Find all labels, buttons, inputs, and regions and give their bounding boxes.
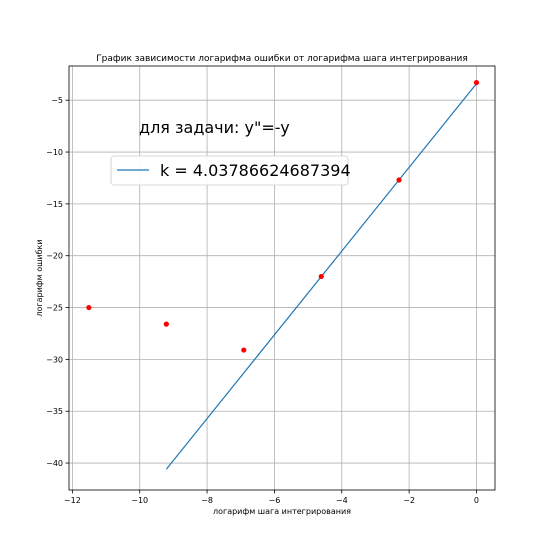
y-tick-label: −10 [46, 148, 63, 157]
data-point [163, 321, 169, 327]
plot-frame [68, 65, 496, 491]
y-axis-label: логарифм ошибки [35, 239, 44, 316]
y-tick-label: −5 [51, 96, 63, 105]
y-tick-label: −30 [46, 355, 63, 364]
chart-title: График зависимости логарифма ошибки от л… [96, 54, 468, 64]
x-tick-label: −4 [336, 496, 348, 505]
x-tick-label: −6 [269, 496, 281, 505]
x-tick-label: −12 [64, 496, 81, 505]
x-tick-label: −8 [201, 496, 213, 505]
x-tick-label: 0 [474, 496, 479, 505]
y-tick-label: −35 [46, 407, 63, 416]
x-axis-label: логарифм шага интегрирования [213, 507, 351, 516]
data-point [241, 347, 247, 353]
x-axis-ticks: −12 −10 −8 −6 −4 −2 0 [64, 490, 479, 505]
y-tick-label: −15 [46, 200, 63, 209]
task-annotation: для задачи: y"=-y [139, 118, 290, 137]
y-tick-label: −20 [46, 252, 63, 261]
data-point [473, 79, 480, 86]
legend-box [110, 155, 349, 186]
data-point [396, 177, 402, 183]
y-tick-label: −40 [46, 459, 63, 468]
legend: k = 4.03786624687394 [110, 155, 351, 186]
y-tick-label: −25 [46, 304, 63, 313]
x-tick-label: −10 [131, 496, 148, 505]
y-axis-ticks: −40 −35 −30 −25 −20 −15 −10 −5 [46, 96, 69, 468]
grid [69, 66, 495, 490]
legend-label: k = 4.03786624687394 [160, 161, 351, 180]
points-layer [86, 79, 480, 353]
x-tick-label: −2 [403, 496, 415, 505]
data-point [86, 304, 92, 311]
data-point [318, 273, 324, 280]
